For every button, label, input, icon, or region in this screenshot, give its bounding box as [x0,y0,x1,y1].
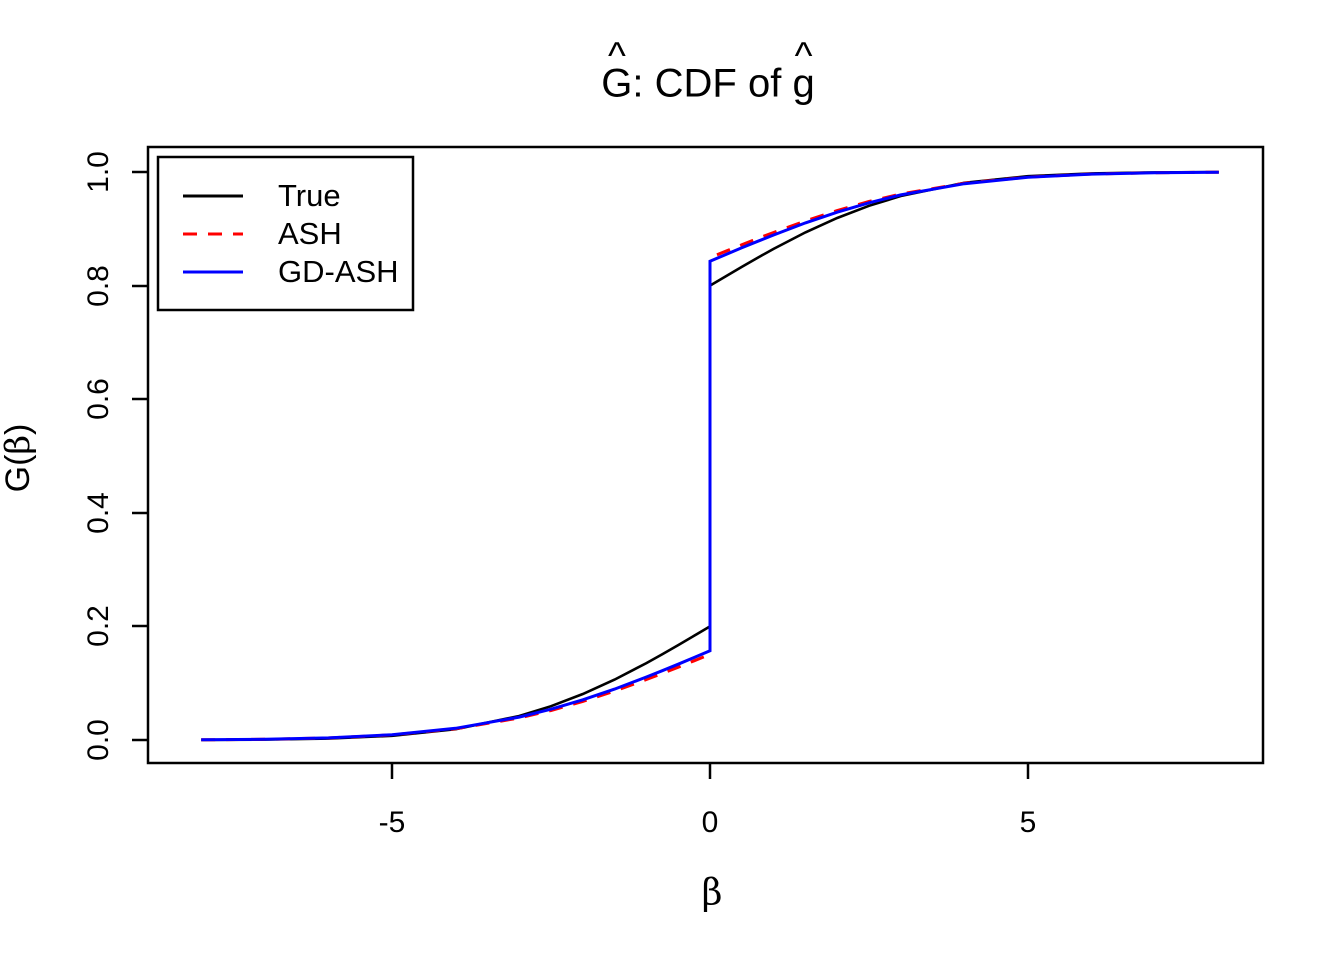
y-tick-label-0.2: 0.2 [82,605,115,647]
hat-accent: ^ [607,35,626,78]
g-hat-upper: ^ G [601,38,633,107]
x-axis-ticks [390,763,1030,779]
y-axis-label: ^G(β) [0,424,38,493]
x-tick-label-5: 5 [1019,806,1037,839]
x-axis-label: β [701,872,723,914]
plot-box [146,145,1265,765]
y-tick-label-0.8: 0.8 [82,265,115,307]
x-tick-label-0: 0 [701,806,719,839]
hat-accent: ^ [0,472,13,487]
y-axis-ticks [132,170,148,742]
series-curves [201,170,1219,742]
hat-accent: ^ [794,35,813,78]
g-hat-ylabel: ^G [0,466,38,492]
x-tick-label-neg5: -5 [378,806,406,839]
ylabel-paren-close: ) [0,423,37,435]
ylabel-paren-open: ( [0,454,37,466]
ylabel-beta: β [0,434,38,455]
title-letter-G: G [601,61,633,106]
series-line-gd-ash [201,170,1219,742]
y-tick-label-1.0: 1.0 [82,151,115,193]
y-tick-label-0.4: 0.4 [82,492,115,534]
y-tick-label-0.6: 0.6 [82,378,115,420]
legend-label-gd-ash: GD-ASH [278,254,399,289]
g-hat-lower: ^ g [792,38,815,107]
chart-title: ^ G: CDF of ^ g [601,38,815,107]
legend-label-true: True [278,178,341,213]
y-tick-label-0.0: 0.0 [82,719,115,761]
title-letter-g: g [792,61,815,106]
legend-label-ash: ASH [278,216,342,251]
legend-box [156,155,415,312]
title-text: : CDF of [632,61,793,106]
legend-line-samples [183,194,243,274]
